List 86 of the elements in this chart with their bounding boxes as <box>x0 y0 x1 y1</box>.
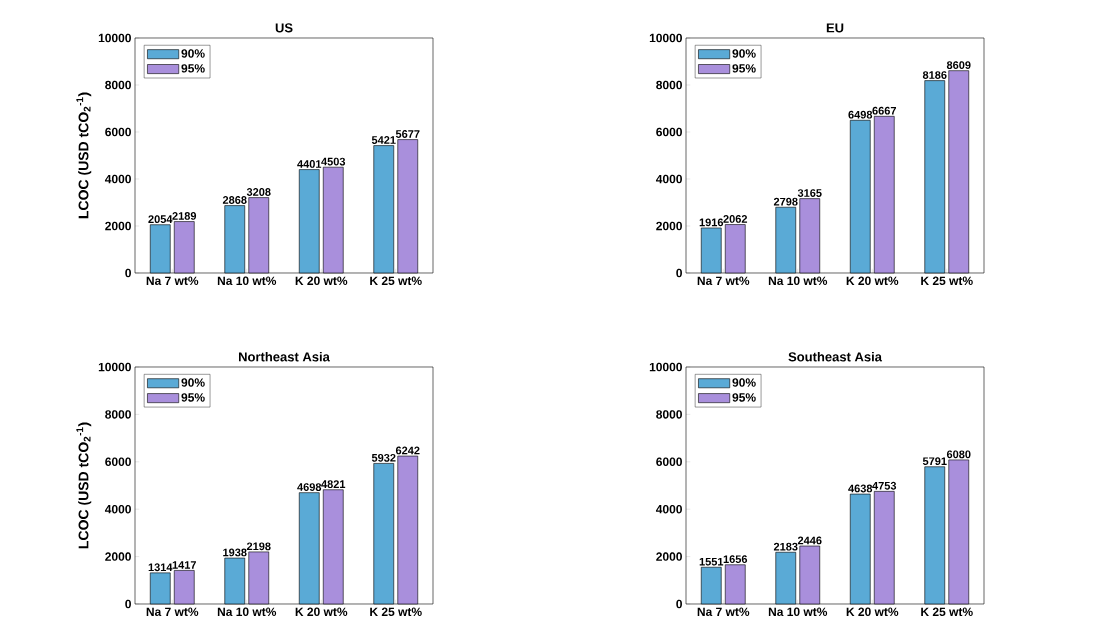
data-label: 2062 <box>723 215 748 223</box>
y-tick-label: 2000 <box>656 552 682 561</box>
data-label: 2798 <box>773 197 798 206</box>
y-tick-label: 4000 <box>655 174 682 184</box>
data-label: 2198 <box>246 542 271 551</box>
x-tick-label: K 25 wt% <box>921 276 973 286</box>
y-axis-title: LCOC (USD tCO$_{2}$$^{-1}$) <box>76 92 92 219</box>
x-tick-label: Na 10 wt% <box>768 607 828 617</box>
y-tick-label: 6000 <box>105 457 131 467</box>
x-tick-label: K 25 wt% <box>370 276 422 286</box>
y-tick-label: 4000 <box>104 174 131 184</box>
y-tick-label: 8000 <box>656 80 682 90</box>
data-label: 8609 <box>946 61 971 69</box>
x-tick-label: K 20 wt% <box>846 276 899 286</box>
x-tick-label: Na 7 wt% <box>146 607 199 616</box>
chart-title: Northeast Asia <box>238 351 330 362</box>
x-tick-label: Na 7 wt% <box>146 276 199 285</box>
y-tick-label: 2000 <box>105 221 131 231</box>
y-tick-label: 0 <box>676 599 682 609</box>
y-tick-label: 8000 <box>105 80 131 90</box>
y-tick-label: 4000 <box>104 504 131 514</box>
x-tick-label: Na 10 wt% <box>217 276 277 286</box>
x-tick-label: K 20 wt% <box>295 607 348 617</box>
legend-label: 95% <box>732 393 756 402</box>
data-label: 4401 <box>297 160 322 168</box>
data-label: 3208 <box>246 188 271 196</box>
legend-label: 95% <box>181 393 205 402</box>
legend-label: 90% <box>732 378 756 387</box>
data-label: 2054 <box>148 215 173 224</box>
x-tick-label: K 20 wt% <box>295 276 348 286</box>
data-label: 1417 <box>172 561 196 569</box>
y-tick-label: 2000 <box>656 221 682 231</box>
data-label: 5932 <box>371 453 396 462</box>
data-label: 4753 <box>872 481 897 490</box>
y-tick-label: 10000 <box>649 33 682 43</box>
data-label: 6667 <box>872 106 896 115</box>
legend-label: 90% <box>181 49 205 58</box>
y-tick-label: 0 <box>125 599 131 609</box>
y-tick-label: 10000 <box>98 362 131 372</box>
data-label: 4638 <box>848 484 873 493</box>
x-tick-label: K 25 wt% <box>921 607 973 617</box>
legend-label: 95% <box>732 64 756 73</box>
y-tick-label: 0 <box>676 268 682 278</box>
data-label: 2183 <box>773 542 798 551</box>
data-label: 6080 <box>946 450 971 459</box>
data-label: 3165 <box>797 189 822 197</box>
data-label: 4698 <box>297 483 322 491</box>
data-label: 1656 <box>723 555 748 564</box>
x-tick-label: K 20 wt% <box>846 607 899 617</box>
data-label: 1916 <box>699 218 724 227</box>
y-tick-label: 8000 <box>105 410 131 419</box>
data-label: 2189 <box>172 212 197 220</box>
data-label: 5677 <box>395 130 420 138</box>
y-tick-label: 6000 <box>105 127 131 137</box>
chart-title: US <box>275 23 293 33</box>
data-label: 4503 <box>321 157 346 166</box>
y-tick-label: 6000 <box>656 457 682 467</box>
y-tick-label: 4000 <box>655 504 682 514</box>
data-label: 5791 <box>922 457 947 466</box>
y-tick-label: 2000 <box>105 552 131 561</box>
data-label: 4821 <box>321 480 346 489</box>
x-tick-label: Na 10 wt% <box>768 276 828 286</box>
y-tick-label: 0 <box>125 268 131 278</box>
y-tick-label: 8000 <box>656 410 682 419</box>
y-axis-title: LCOC (USD tCO$_{2}$$^{-1}$) <box>76 422 92 549</box>
x-tick-label: Na 10 wt% <box>217 607 277 617</box>
legend-label: 90% <box>732 49 756 58</box>
y-tick-label: 6000 <box>656 127 682 137</box>
data-label: 2868 <box>222 196 247 204</box>
legend-label: 95% <box>181 64 205 73</box>
chart-title: EU <box>826 23 844 33</box>
x-tick-label: Na 7 wt% <box>697 607 750 616</box>
data-label: 6242 <box>395 446 420 455</box>
x-tick-label: Na 7 wt% <box>697 276 750 285</box>
data-label: 1314 <box>148 563 173 572</box>
y-tick-label: 10000 <box>649 362 682 372</box>
data-label: 8186 <box>922 71 947 79</box>
data-label: 5421 <box>371 136 396 144</box>
data-label: 6498 <box>848 110 873 119</box>
data-label: 2446 <box>797 536 822 545</box>
legend-label: 90% <box>181 378 205 387</box>
chart-title: Southeast Asia <box>788 351 883 362</box>
data-label: 1551 <box>699 557 724 566</box>
y-tick-label: 10000 <box>98 33 131 43</box>
data-label: 1938 <box>223 548 247 557</box>
x-tick-label: K 25 wt% <box>370 607 422 617</box>
